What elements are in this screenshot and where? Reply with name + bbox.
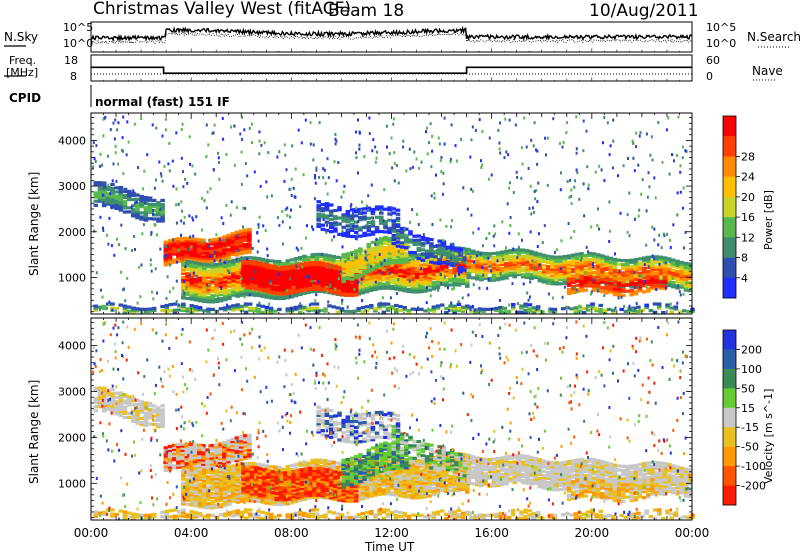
velocity-colorbar-tick-5: -50 bbox=[741, 441, 759, 454]
power-colorbar-tick-0: 4 bbox=[741, 272, 748, 285]
nave-tick-bottom: 0 bbox=[706, 70, 713, 83]
power-ytick-label-4000: 4000 bbox=[58, 134, 86, 147]
power-colorbar-segment-7 bbox=[723, 257, 736, 279]
freq-tick-top: 18 bbox=[64, 54, 78, 67]
nsky-line bbox=[91, 25, 693, 43]
x-tick-label-1: 04:00 bbox=[174, 526, 209, 540]
freq-line bbox=[91, 66, 692, 74]
nsearch-label: N.Search bbox=[747, 30, 800, 44]
nsearch-line bbox=[90, 31, 693, 45]
freq-label-line1: Freq. bbox=[9, 54, 37, 67]
nsky-label: N.Sky bbox=[4, 30, 39, 44]
velocity-colorbar-tick-3: 15 bbox=[741, 402, 755, 415]
freq-label-line2: [MHz] bbox=[6, 66, 39, 79]
power-colorbar-segment-3 bbox=[723, 176, 736, 198]
velocity-colorbar-segment-0 bbox=[723, 330, 736, 350]
power-colorbar-segment-6 bbox=[723, 237, 736, 258]
velocity-colorbar-segment-3 bbox=[723, 388, 736, 408]
power-colorbar-segment-0 bbox=[723, 116, 736, 137]
vel-ytick-label-3000: 3000 bbox=[58, 385, 86, 398]
velocity-colorbar-frame bbox=[722, 329, 737, 506]
velocity-colorbar-tick-2: 50 bbox=[741, 382, 755, 395]
power-colorbar-tick-5: 24 bbox=[741, 171, 755, 184]
nsky-tick-bottom: 10^0 bbox=[63, 37, 94, 50]
x-tick-label-2: 08:00 bbox=[274, 526, 309, 540]
x-axis-label: Time UT bbox=[365, 540, 415, 554]
velocity-colorbar-segment-6 bbox=[723, 446, 736, 467]
power-ytick-label-2000: 2000 bbox=[58, 226, 86, 239]
vel-ytick-label-2000: 2000 bbox=[58, 431, 86, 444]
power-colorbar-tick-4: 20 bbox=[741, 191, 755, 204]
velocity-colorbar-tick-4: -15 bbox=[741, 421, 759, 434]
power-colorbar-tick-2: 12 bbox=[741, 231, 755, 244]
power-colorbar-tick-1: 8 bbox=[741, 252, 748, 265]
power-ytick-label-1000: 1000 bbox=[58, 271, 86, 284]
nsearch-tick-top: 10^5 bbox=[706, 21, 737, 34]
x-tick-label-4: 16:00 bbox=[474, 526, 509, 540]
nsearch-tick-bottom: 10^0 bbox=[706, 37, 737, 50]
velocity-scatter bbox=[92, 320, 695, 521]
velocity-colorbar-segment-7 bbox=[723, 466, 736, 486]
power-colorbar-segment-4 bbox=[723, 196, 736, 218]
x-tick-label-6: 00:00 bbox=[675, 526, 710, 540]
power-colorbar-label: Power [dB] bbox=[762, 190, 775, 250]
vel-ytick-label-1000: 1000 bbox=[58, 477, 86, 490]
x-tick-label-5: 20:00 bbox=[575, 526, 610, 540]
x-tick-label-0: 00:00 bbox=[74, 526, 109, 540]
velocity-colorbar-tick-0: 200 bbox=[741, 343, 762, 356]
velocity-colorbar-label: Velocity [m s^-1] bbox=[762, 388, 775, 484]
station-title: Christmas Valley West (fitACF) bbox=[93, 0, 352, 19]
power-scatter bbox=[92, 115, 695, 315]
velocity-ylabel: Slant Range [km] bbox=[27, 379, 41, 484]
cpid-label: CPID bbox=[9, 91, 42, 105]
velocity-colorbar-tick-7: -200 bbox=[741, 480, 766, 493]
vel-ytick-label-4000: 4000 bbox=[58, 340, 86, 353]
power-colorbar-tick-3: 16 bbox=[741, 211, 755, 224]
velocity-colorbar-segment-5 bbox=[723, 427, 736, 447]
velocity-colorbar-segment-1 bbox=[723, 349, 736, 370]
power-ylabel: Slant Range [km] bbox=[27, 171, 41, 276]
velocity-colorbar-tick-1: 100 bbox=[741, 363, 762, 376]
cpid-text: normal (fast) 151 IF bbox=[95, 95, 230, 109]
power-colorbar-tick-6: 28 bbox=[741, 150, 755, 163]
nave-label: Nave bbox=[752, 64, 783, 78]
velocity-colorbar-tick-6: -100 bbox=[741, 460, 766, 473]
velocity-colorbar-segment-2 bbox=[723, 368, 736, 389]
power-colorbar-segment-8 bbox=[723, 277, 736, 299]
power-colorbar-segment-5 bbox=[723, 217, 736, 238]
nsky-tick-top: 10^5 bbox=[63, 21, 94, 34]
power-colorbar-segment-1 bbox=[723, 136, 736, 157]
power-colorbar-segment-2 bbox=[723, 156, 736, 177]
nave-tick-top: 60 bbox=[706, 54, 720, 67]
date-title: 10/Aug/2011 bbox=[589, 1, 699, 21]
power-ytick-label-3000: 3000 bbox=[58, 180, 86, 193]
freq-tick-bottom: 8 bbox=[70, 70, 77, 83]
beam-title: Beam 18 bbox=[328, 1, 405, 21]
power-colorbar-frame bbox=[722, 115, 737, 299]
velocity-colorbar-segment-4 bbox=[723, 407, 736, 428]
velocity-colorbar-segment-8 bbox=[723, 485, 736, 506]
x-tick-label-3: 12:00 bbox=[374, 526, 409, 540]
